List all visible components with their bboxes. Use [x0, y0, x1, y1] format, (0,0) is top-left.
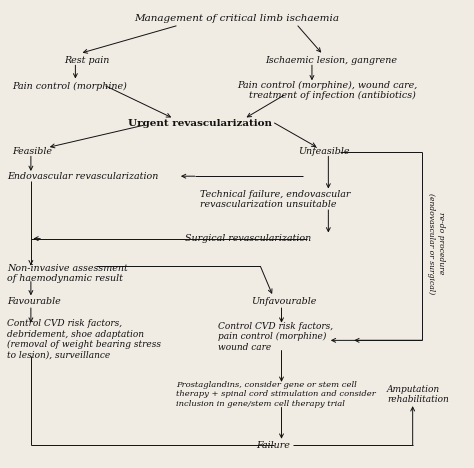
Text: re-do procedure
(endovascular or surgical): re-do procedure (endovascular or surgica… [428, 193, 445, 294]
Text: Amputation
rehabilitation: Amputation rehabilitation [387, 385, 449, 404]
Text: Endovascular revascularization: Endovascular revascularization [8, 172, 159, 181]
Text: Technical failure, endovascular
revascularization unsuitable: Technical failure, endovascular revascul… [200, 190, 350, 209]
Text: Control CVD risk factors,
pain control (morphine)
wound care: Control CVD risk factors, pain control (… [218, 322, 333, 351]
Text: Non-invasive assessment
of haemodynamic result: Non-invasive assessment of haemodynamic … [8, 263, 128, 283]
Text: Pain control (morphine), wound care,
    treatment of infection (antibiotics): Pain control (morphine), wound care, tre… [237, 81, 417, 101]
Text: Favourable: Favourable [8, 298, 61, 307]
Text: Failure: Failure [256, 441, 290, 450]
Text: Urgent revascularization: Urgent revascularization [128, 118, 272, 127]
Text: Surgical revascularization: Surgical revascularization [185, 234, 312, 243]
Text: Control CVD risk factors,
debridement, shoe adaptation
(removal of weight bearin: Control CVD risk factors, debridement, s… [8, 319, 162, 359]
Text: Ischaemic lesion, gangrene: Ischaemic lesion, gangrene [265, 56, 397, 65]
Text: Feasible: Feasible [12, 147, 52, 156]
Text: Pain control (morphine): Pain control (morphine) [12, 81, 127, 91]
Text: Unfeasible: Unfeasible [298, 147, 349, 156]
Text: Prostaglandins, consider gene or stem cell
therapy + spinal cord stimulation and: Prostaglandins, consider gene or stem ce… [176, 381, 376, 408]
Text: Rest pain: Rest pain [64, 56, 109, 65]
Text: Management of critical limb ischaemia: Management of critical limb ischaemia [135, 15, 339, 23]
Text: Unfavourable: Unfavourable [251, 298, 317, 307]
